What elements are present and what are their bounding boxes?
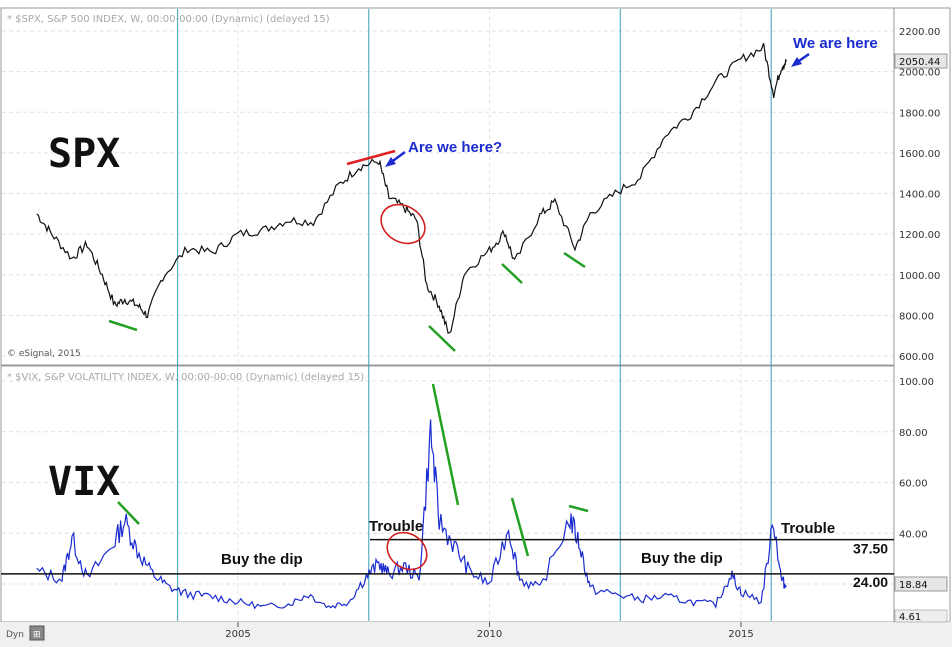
spx-panel [0, 7, 895, 366]
spx-warning-ellipse [380, 203, 426, 245]
time-tick-label: 2015 [728, 629, 753, 640]
spx-big-label: SPX [48, 131, 120, 177]
annotation-trouble: Trouble [369, 518, 423, 535]
vix-decline-mark [568, 504, 589, 513]
footer-label: Dyn [6, 630, 24, 640]
footer-bar [0, 622, 952, 647]
spx-price-axis: 600.00 800.00 1000.00 1200.00 1400.00 1600.00… [899, 27, 940, 363]
time-tick-label: 2010 [477, 629, 502, 640]
vix-tick-label: 60.00 [899, 479, 928, 490]
price-axis-area [893, 7, 951, 623]
time-axis: 2005 2010 2015 [225, 622, 754, 640]
vix-decline-mark [431, 383, 460, 506]
cycle-lines [177, 9, 772, 621]
annotation-are-we-here: Are we here? [408, 139, 502, 156]
vix-min-value-tag [894, 609, 948, 623]
spx-tick-label: 800.00 [899, 311, 934, 322]
vix-decline-mark [510, 497, 530, 557]
arrow-icon [791, 52, 810, 67]
vix-min-value: 4.61 [899, 612, 921, 623]
support-mark [428, 325, 456, 352]
footer-toggle-button[interactable]: ⊞ [29, 625, 45, 641]
vix-tick-label: 100.00 [899, 377, 934, 388]
vix-tick-label: 40.00 [899, 529, 928, 540]
vix-warning-ellipse [386, 531, 428, 571]
copyright-text: © eSignal, 2015 [7, 349, 81, 359]
annotation-buy-the-dip: Buy the dip [221, 551, 303, 568]
vix-panel [0, 365, 895, 623]
support-mark [108, 319, 138, 332]
spx-tick-label: 1200.00 [899, 230, 940, 241]
spx-header: * $SPX, S&P 500 INDEX, W, 00:00-00:00 (D… [7, 14, 330, 25]
spx-series-line [36, 43, 787, 335]
vix-series-line [36, 419, 787, 610]
top-resistance-mark [346, 149, 396, 166]
time-tick-label: 2005 [225, 629, 250, 640]
vix-last-value-tag [894, 576, 948, 592]
level-label-24-00: 24.00 [853, 574, 888, 590]
grid [2, 9, 893, 621]
spx-tick-label: 1800.00 [899, 108, 940, 119]
spx-tick-label: 2200.00 [899, 27, 940, 38]
spx-last-value-tag [894, 53, 948, 69]
spx-tick-label: 1000.00 [899, 271, 940, 282]
annotation-we-are-here: We are here [793, 35, 878, 52]
vix-header: * $VIX, S&P VOLATILITY INDEX, W, 00:00-0… [7, 372, 364, 383]
level-label-37-50: 37.50 [853, 541, 888, 557]
spx-tick-label: 1600.00 [899, 149, 940, 160]
vix-last-value: 18.84 [899, 580, 928, 591]
arrow-icon [385, 150, 406, 167]
support-mark [501, 263, 523, 284]
vix-decline-mark [117, 501, 140, 525]
vix-tick-label: 80.00 [899, 428, 928, 439]
support-mark [563, 251, 586, 269]
chart-icon: ⊞ [33, 630, 41, 640]
annotation-trouble: Trouble [781, 520, 835, 537]
spx-tick-label: 600.00 [899, 352, 934, 363]
spx-tick-label: 1400.00 [899, 190, 940, 201]
spx-tick-label: 2000.00 [899, 68, 940, 79]
spx-last-value: 2050.44 [899, 57, 940, 68]
vix-big-label: VIX [48, 459, 120, 505]
support-marks [108, 251, 589, 557]
annotation-buy-the-dip: Buy the dip [641, 550, 723, 567]
